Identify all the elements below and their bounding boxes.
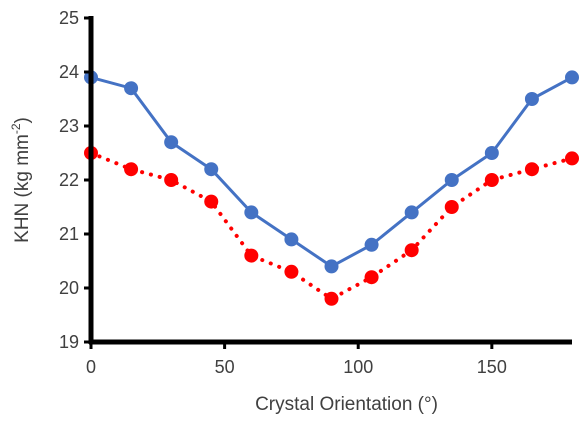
series-layer: [84, 70, 579, 306]
series-2-point: [244, 248, 259, 263]
series-1-point: [524, 92, 539, 106]
series-2-point: [324, 291, 339, 306]
series-2-point: [404, 243, 419, 258]
y-axis-title-main: KHN (kg mm: [12, 134, 33, 243]
series-1-point: [404, 205, 419, 220]
y-axis-title: KHN (kg mm-2): [9, 117, 33, 243]
y-tick-label: 19: [59, 332, 79, 352]
series-1-point: [164, 135, 179, 150]
series-1-point: [284, 232, 299, 247]
series-1-line: [89, 75, 574, 268]
y-axis-title-close: ): [12, 117, 33, 123]
y-tick-label: 20: [59, 278, 79, 298]
x-tick-label: 50: [215, 357, 235, 377]
series-2-point: [565, 151, 579, 166]
series-1-point: [565, 70, 579, 85]
series-2-point: [164, 173, 179, 187]
series-1-point: [484, 146, 499, 160]
series-1-point: [124, 81, 139, 96]
y-tick-label: 22: [59, 170, 79, 190]
x-tick-label: 100: [343, 357, 373, 377]
x-axis-title: Crystal Orientation (°): [255, 394, 438, 415]
series-2-point: [124, 162, 139, 177]
y-tick-label: 25: [59, 8, 79, 28]
series-2-point: [364, 270, 379, 285]
series-1-point: [204, 162, 219, 177]
series-2-line: [89, 151, 574, 301]
x-tick-label: 150: [477, 357, 507, 377]
series-1-point: [444, 173, 459, 187]
x-tick-label: 0: [86, 357, 96, 377]
y-axis-title-superscript: -2: [9, 123, 23, 134]
series-1-point: [244, 205, 259, 220]
series-2-point: [484, 173, 499, 187]
y-tick-label: 23: [59, 116, 79, 136]
x-ticks: 0 50 100 150: [86, 342, 507, 377]
series-2-point: [444, 200, 459, 214]
y-tick-label: 24: [59, 62, 79, 82]
y-tick-label: 21: [59, 224, 79, 244]
series-1-point: [364, 237, 379, 252]
series-2-point: [284, 264, 299, 279]
y-ticks: 19 20 21 22 23 24 25: [59, 8, 91, 352]
series-2-point: [204, 194, 219, 209]
series-1-point: [324, 259, 339, 274]
series-2-point: [524, 162, 539, 177]
